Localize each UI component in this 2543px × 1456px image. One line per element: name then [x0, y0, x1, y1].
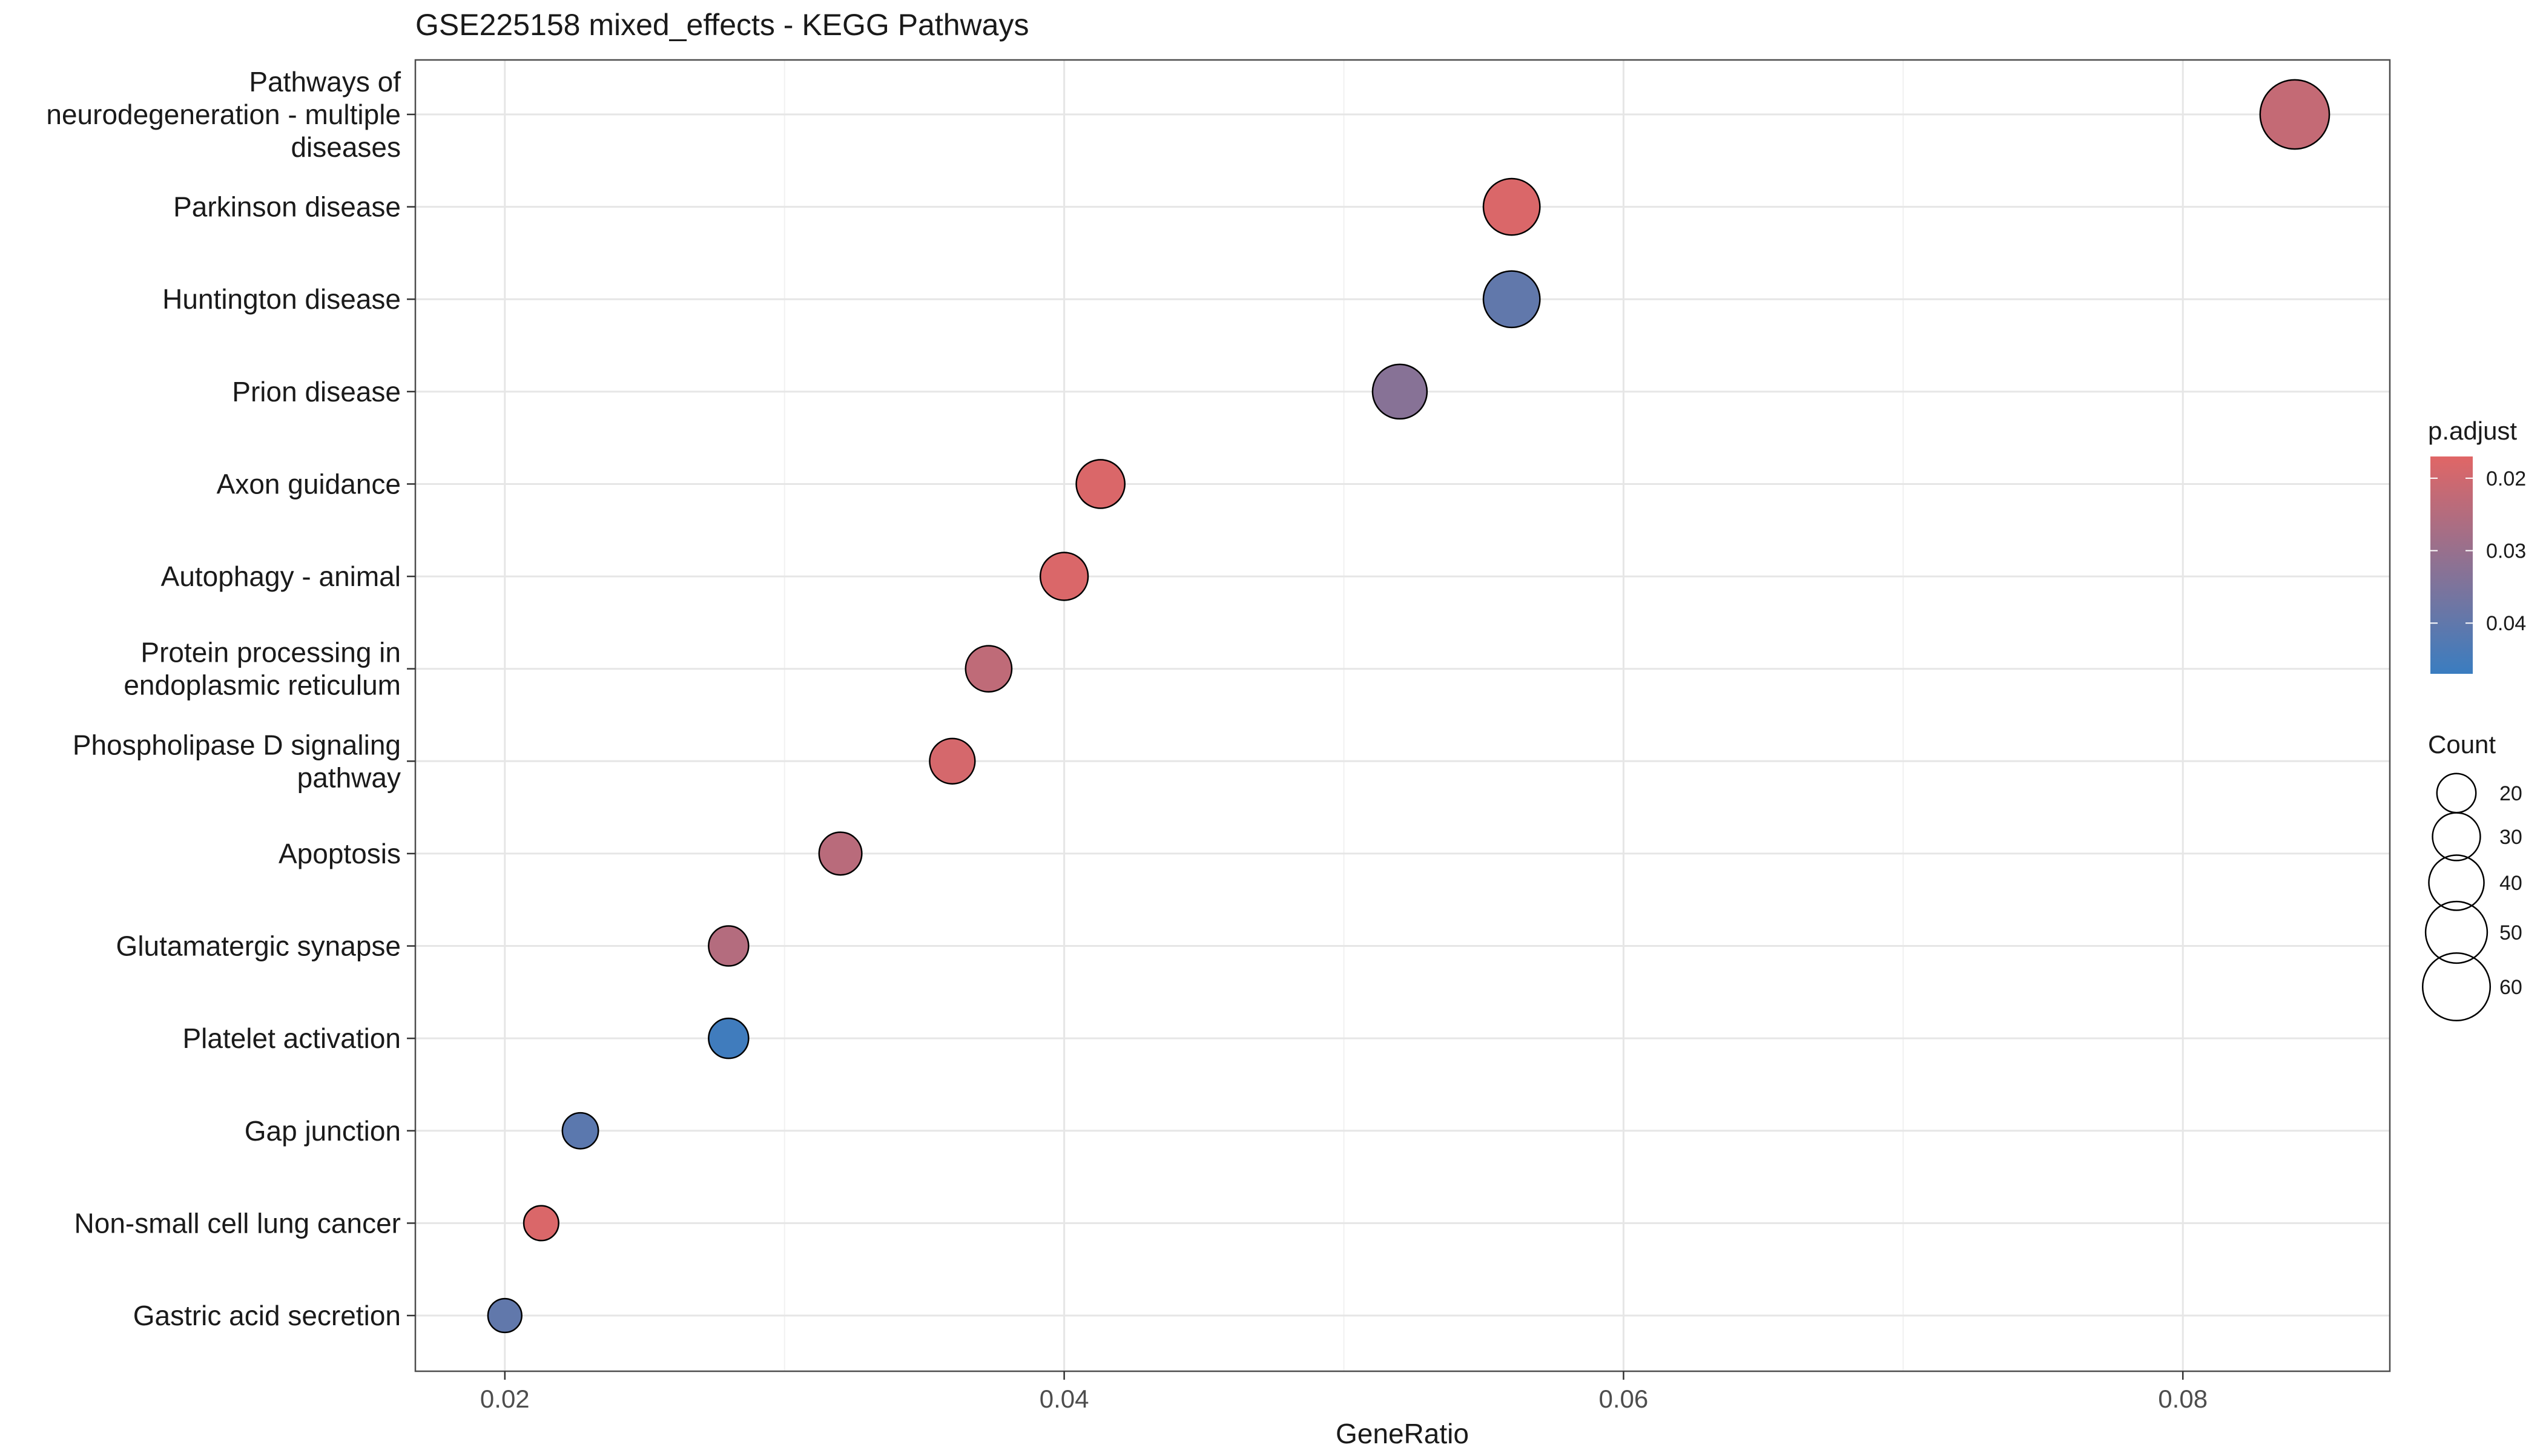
y-category-label: Gap junction [245, 1115, 401, 1147]
x-tick-label: 0.08 [2158, 1385, 2208, 1413]
y-category-label: Non-small cell lung cancer [74, 1207, 401, 1239]
y-category-label: Platelet activation [182, 1023, 401, 1054]
x-tick-label: 0.04 [1040, 1385, 1089, 1413]
y-category-label: Autophagy - animal [161, 561, 401, 592]
y-category-label: Apoptosis [279, 838, 401, 869]
y-category-label: Parkinson disease [173, 191, 401, 223]
data-point [818, 831, 863, 876]
data-point [1371, 363, 1428, 420]
size-legend-title: Count [2428, 730, 2496, 759]
size-legend-label: 60 [2499, 976, 2522, 999]
size-legend-key [2436, 772, 2477, 814]
grid-layer [415, 60, 2390, 1371]
size-legend-key [2428, 854, 2485, 911]
points-layer [487, 79, 2330, 1334]
data-point [708, 1017, 750, 1059]
color-legend-label: 0.04 [2486, 612, 2526, 635]
y-category-label: Pathways of neurodegeneration - multiple d… [46, 66, 401, 163]
x-tick-label: 0.02 [480, 1385, 530, 1413]
y-category-label: Glutamatergic synapse [116, 931, 401, 962]
color-legend-label: 0.03 [2486, 540, 2526, 563]
chart-title: GSE225158 mixed_effects - KEGG Pathways [415, 8, 1029, 42]
size-legend-label: 20 [2499, 782, 2522, 805]
data-point [708, 925, 750, 967]
x-axis-title: GeneRatio [1336, 1418, 1469, 1449]
data-point [561, 1112, 599, 1150]
size-legend-label: 40 [2499, 872, 2522, 895]
data-point [965, 645, 1013, 693]
x-tick-label: 0.06 [1599, 1385, 1649, 1413]
data-point [523, 1205, 559, 1242]
y-category-label: Huntington disease [162, 283, 401, 315]
size-legend-label: 30 [2499, 826, 2522, 849]
size-legend-label: 50 [2499, 921, 2522, 944]
y-category-label: Prion disease [232, 376, 401, 407]
size-legend-key [2432, 812, 2481, 861]
data-point [2259, 79, 2330, 150]
y-category-label: Protein processing in endoplasmic reticul… [124, 637, 401, 701]
data-point [1482, 177, 1541, 236]
axis-layer: 0.02 0.04 0.06 0.08 Pathways of neurodegenera… [46, 66, 2208, 1413]
y-category-label: Phospholipase D signaling pathway [73, 729, 401, 793]
data-point [1075, 459, 1126, 509]
y-category-label: Gastric acid secretion [133, 1300, 401, 1331]
data-point [929, 737, 976, 785]
size-legend-key [2421, 952, 2492, 1022]
color-legend-label: 0.02 [2486, 467, 2526, 490]
color-legend-title: p.adjust [2428, 417, 2517, 445]
size-legend-key [2424, 900, 2489, 964]
color-legend-bar [2430, 456, 2473, 674]
data-point [1039, 552, 1089, 601]
y-category-label: Axon guidance [217, 468, 401, 499]
data-point [1482, 270, 1541, 329]
plot-panel-border [414, 59, 2391, 1372]
data-point [487, 1297, 523, 1334]
